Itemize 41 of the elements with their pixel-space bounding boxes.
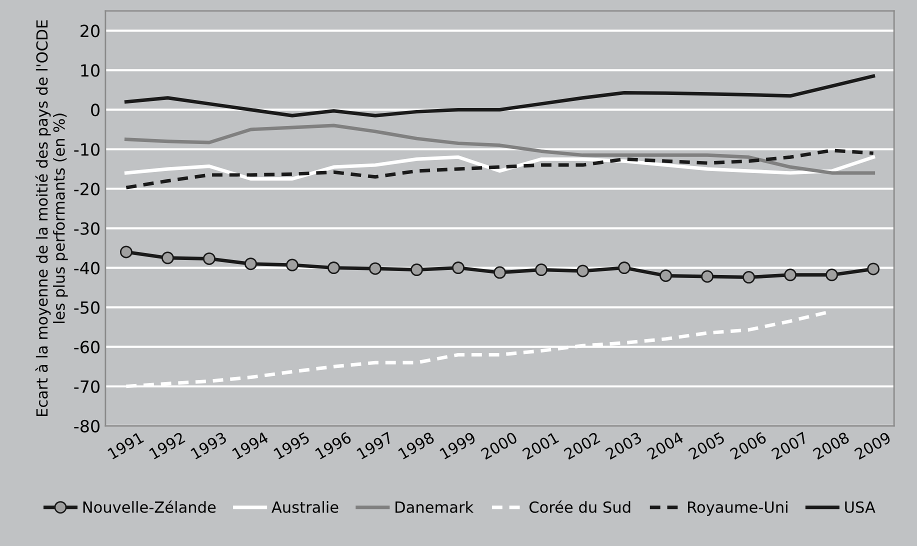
- legend-label: Australie: [272, 501, 338, 513]
- legend-label: Corée du Sud: [529, 500, 630, 513]
- point: [494, 266, 506, 279]
- y-tick-label: -40: [74, 262, 100, 274]
- legend-label: Danemark: [396, 501, 474, 513]
- point: [867, 262, 880, 276]
- point: [120, 246, 132, 258]
- point: [327, 262, 340, 274]
- y-tick-label: -70: [74, 380, 100, 393]
- point: [452, 262, 465, 274]
- point: [410, 264, 424, 276]
- y-tick-label: -10: [74, 143, 100, 156]
- point: [161, 252, 174, 264]
- line-series: [124, 74, 876, 118]
- point: [742, 271, 756, 284]
- point: [244, 258, 257, 270]
- point: [202, 252, 216, 265]
- y-tick-label: 20: [80, 24, 100, 38]
- y-tick-label: 0: [91, 104, 100, 116]
- y-tick-label: -20: [74, 182, 100, 196]
- point: [576, 264, 590, 278]
- legend-label: Nouvelle-Zélande: [83, 500, 216, 513]
- y-tick-label: -30: [74, 222, 100, 235]
- y-tick-label: -60: [74, 340, 100, 354]
- y-tick-label: -80: [74, 420, 100, 432]
- point: [535, 264, 548, 276]
- point: [618, 262, 631, 274]
- point: [826, 268, 838, 282]
- line-series: [124, 124, 876, 175]
- y-tick-label: 10: [81, 64, 100, 77]
- point: [784, 268, 797, 282]
- y-tick-label: -50: [74, 301, 100, 314]
- point: [660, 269, 672, 282]
- line-series: [124, 155, 876, 181]
- point: [701, 270, 714, 283]
- legend-label: Royaume-Uni: [688, 501, 788, 516]
- legend-label: USA: [845, 501, 876, 513]
- line-series: [124, 148, 876, 190]
- point: [286, 258, 298, 272]
- point: [368, 262, 382, 275]
- y-axis-title: Ecart à la moyenne de la moitié des pays de l'OCDE les plus performants (en %): [35, 20, 68, 416]
